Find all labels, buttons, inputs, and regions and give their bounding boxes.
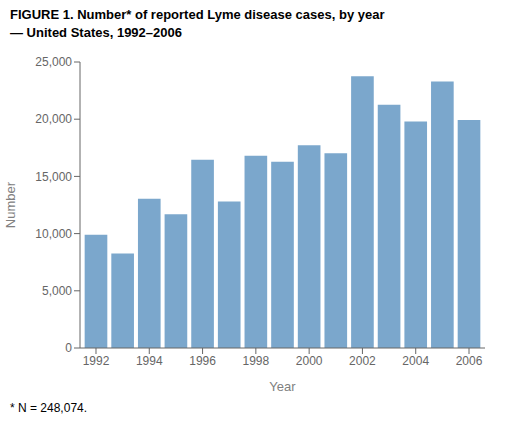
- svg-text:0: 0: [65, 341, 72, 355]
- svg-text:5,000: 5,000: [42, 284, 72, 298]
- html-text:* N = 248,074.: * N = 248,074.: [10, 401, 88, 415]
- svg-text:2002: 2002: [349, 354, 376, 368]
- svg-text:2006: 2006: [456, 354, 483, 368]
- svg-text:1994: 1994: [136, 354, 163, 368]
- svg-text:1992: 1992: [83, 354, 110, 368]
- html-text:— United States, 1992–2006: — United States, 1992–2006: [10, 25, 182, 40]
- svg-text:25,000: 25,000: [35, 55, 72, 69]
- svg-text:Number: Number: [8, 181, 18, 228]
- svg-text:20,000: 20,000: [35, 112, 72, 126]
- svg-text:10,000: 10,000: [35, 227, 72, 241]
- svg-text:1996: 1996: [189, 354, 216, 368]
- svg-text:15,000: 15,000: [35, 170, 72, 184]
- svg-text:Year: Year: [269, 379, 296, 394]
- svg-text:1998: 1998: [243, 354, 270, 368]
- svg-text:2004: 2004: [402, 354, 429, 368]
- svg-text:2000: 2000: [296, 354, 323, 368]
- html-text:FIGURE 1. Number* of reported: FIGURE 1. Number* of reported Lyme disea…: [10, 7, 385, 22]
